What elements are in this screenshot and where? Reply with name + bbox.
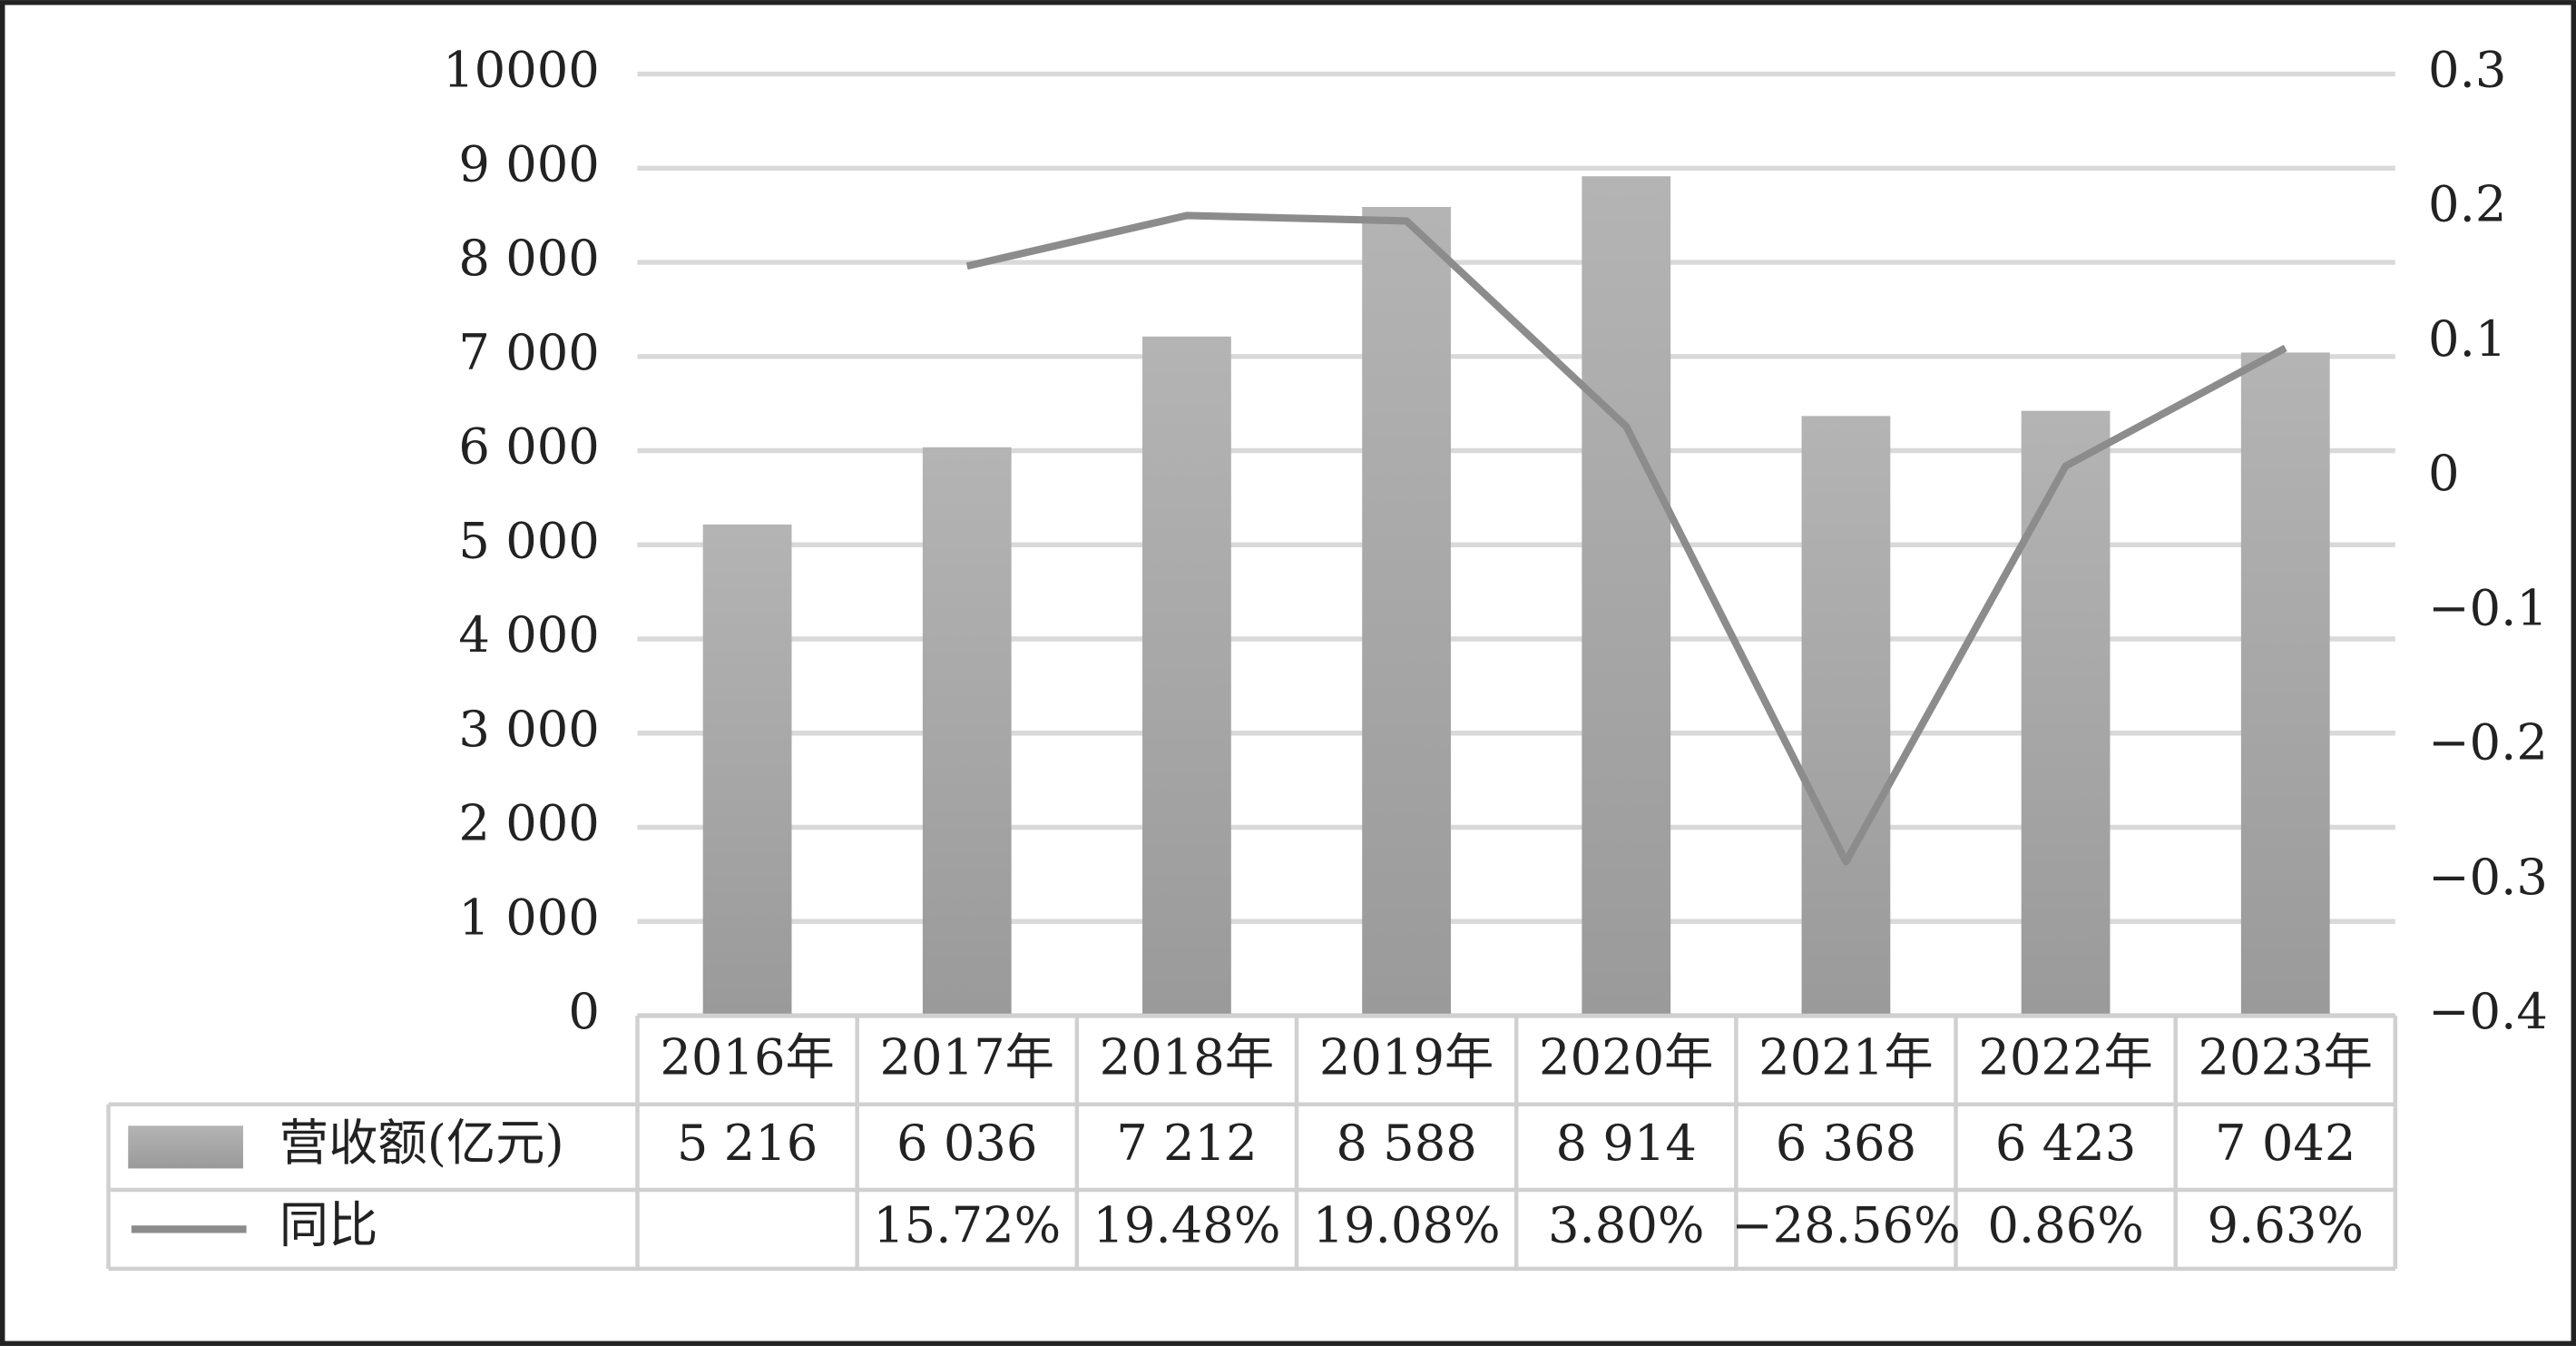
- bar: [1801, 416, 1891, 1017]
- x-tick-label: 2021年: [1758, 1029, 1933, 1086]
- data-label: 7 212: [1116, 1115, 1257, 1172]
- y-tick-label: 9 000: [458, 135, 599, 192]
- y-tick-label: 3 000: [458, 701, 599, 758]
- data-label: 3.80%: [1548, 1196, 1705, 1253]
- x-tick-label: 2020年: [1539, 1029, 1713, 1086]
- data-label: 8 914: [1556, 1115, 1697, 1172]
- bar: [2240, 352, 2330, 1017]
- data-label: −28.56%: [1731, 1196, 1961, 1253]
- y2-tick-label: 0.1: [2428, 310, 2506, 368]
- bar: [702, 524, 792, 1017]
- y-tick-label: 1 000: [458, 889, 599, 946]
- bar: [922, 447, 1012, 1017]
- data-label: 6 423: [1995, 1115, 2136, 1172]
- y2-tick-label: −0.2: [2428, 714, 2548, 771]
- y-tick-label: 6 000: [458, 418, 599, 476]
- x-tick-label: 2017年: [880, 1029, 1054, 1086]
- data-label: 8 588: [1336, 1115, 1476, 1172]
- line: [965, 211, 2287, 866]
- x-tick-label: 2022年: [1978, 1029, 2152, 1086]
- x-tick-label: 2023年: [2199, 1029, 2373, 1086]
- y-tick-label: 8 000: [458, 230, 599, 287]
- y2-tick-label: −0.3: [2428, 849, 2548, 906]
- x-tick-label: 2018年: [1100, 1029, 1274, 1086]
- bar: [1582, 176, 1671, 1017]
- bar: [1142, 336, 1231, 1017]
- y2-tick-label: −0.4: [2428, 983, 2548, 1040]
- data-label: 19.08%: [1313, 1196, 1501, 1253]
- bar: [1362, 207, 1451, 1017]
- y2-tick-label: 0: [2428, 445, 2460, 502]
- legend-label: 同比: [279, 1196, 378, 1253]
- y2-tick-label: 0.3: [2428, 42, 2506, 99]
- data-label: 6 036: [896, 1115, 1037, 1172]
- y-tick-label: 0: [568, 983, 600, 1040]
- y2-tick-label: 0.2: [2428, 176, 2506, 233]
- data-label: 15.72%: [873, 1196, 1061, 1253]
- x-tick-label: 2019年: [1319, 1029, 1494, 1086]
- x-tick-label: 2016年: [660, 1029, 834, 1086]
- y2-tick-label: −0.1: [2428, 579, 2548, 636]
- y-tick-label: 7 000: [458, 324, 599, 381]
- data-label: 9.63%: [2208, 1196, 2365, 1253]
- data-label: 6 368: [1776, 1115, 1916, 1172]
- legend-label: 营收额(亿元): [279, 1115, 564, 1172]
- legend-swatch: [128, 1125, 243, 1169]
- data-label: 7 042: [2215, 1115, 2356, 1172]
- data-label: 5 216: [677, 1115, 818, 1172]
- data-label: 19.48%: [1092, 1196, 1280, 1253]
- bar: [2021, 410, 2111, 1017]
- y-tick-label: 2 000: [458, 795, 599, 852]
- y-tick-label: 5 000: [458, 512, 599, 569]
- data-label: 0.86%: [1987, 1196, 2144, 1253]
- y-tick-label: 4 000: [458, 606, 599, 663]
- y-tick-label: 10000: [443, 42, 600, 99]
